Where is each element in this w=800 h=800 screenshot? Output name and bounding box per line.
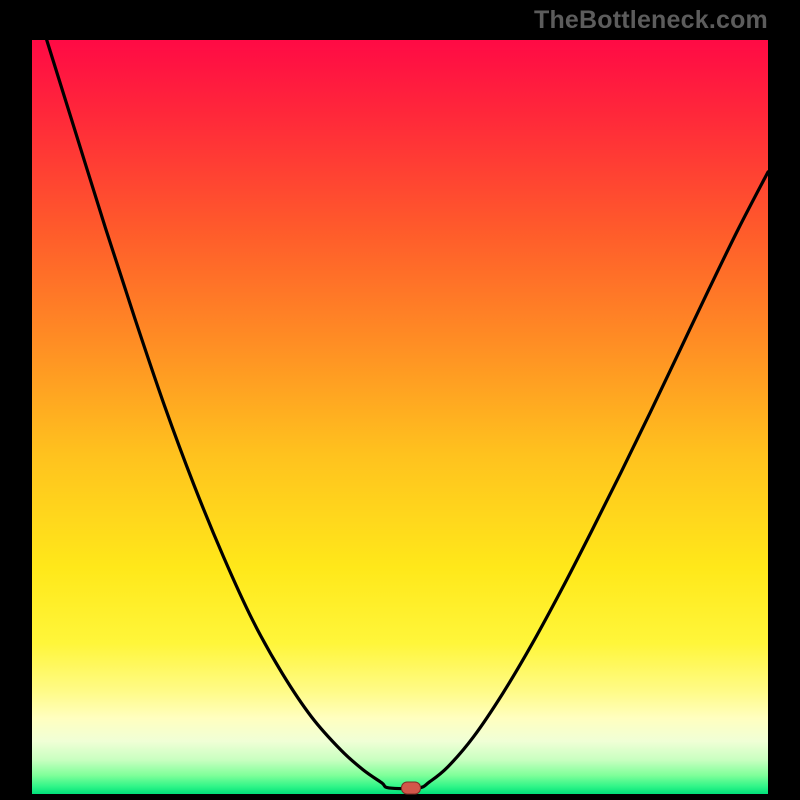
chart-frame: TheBottleneck.com	[0, 0, 800, 800]
bottleneck-curve	[0, 0, 800, 800]
watermark-text: TheBottleneck.com	[534, 6, 768, 35]
optimal-point-marker	[401, 781, 421, 794]
